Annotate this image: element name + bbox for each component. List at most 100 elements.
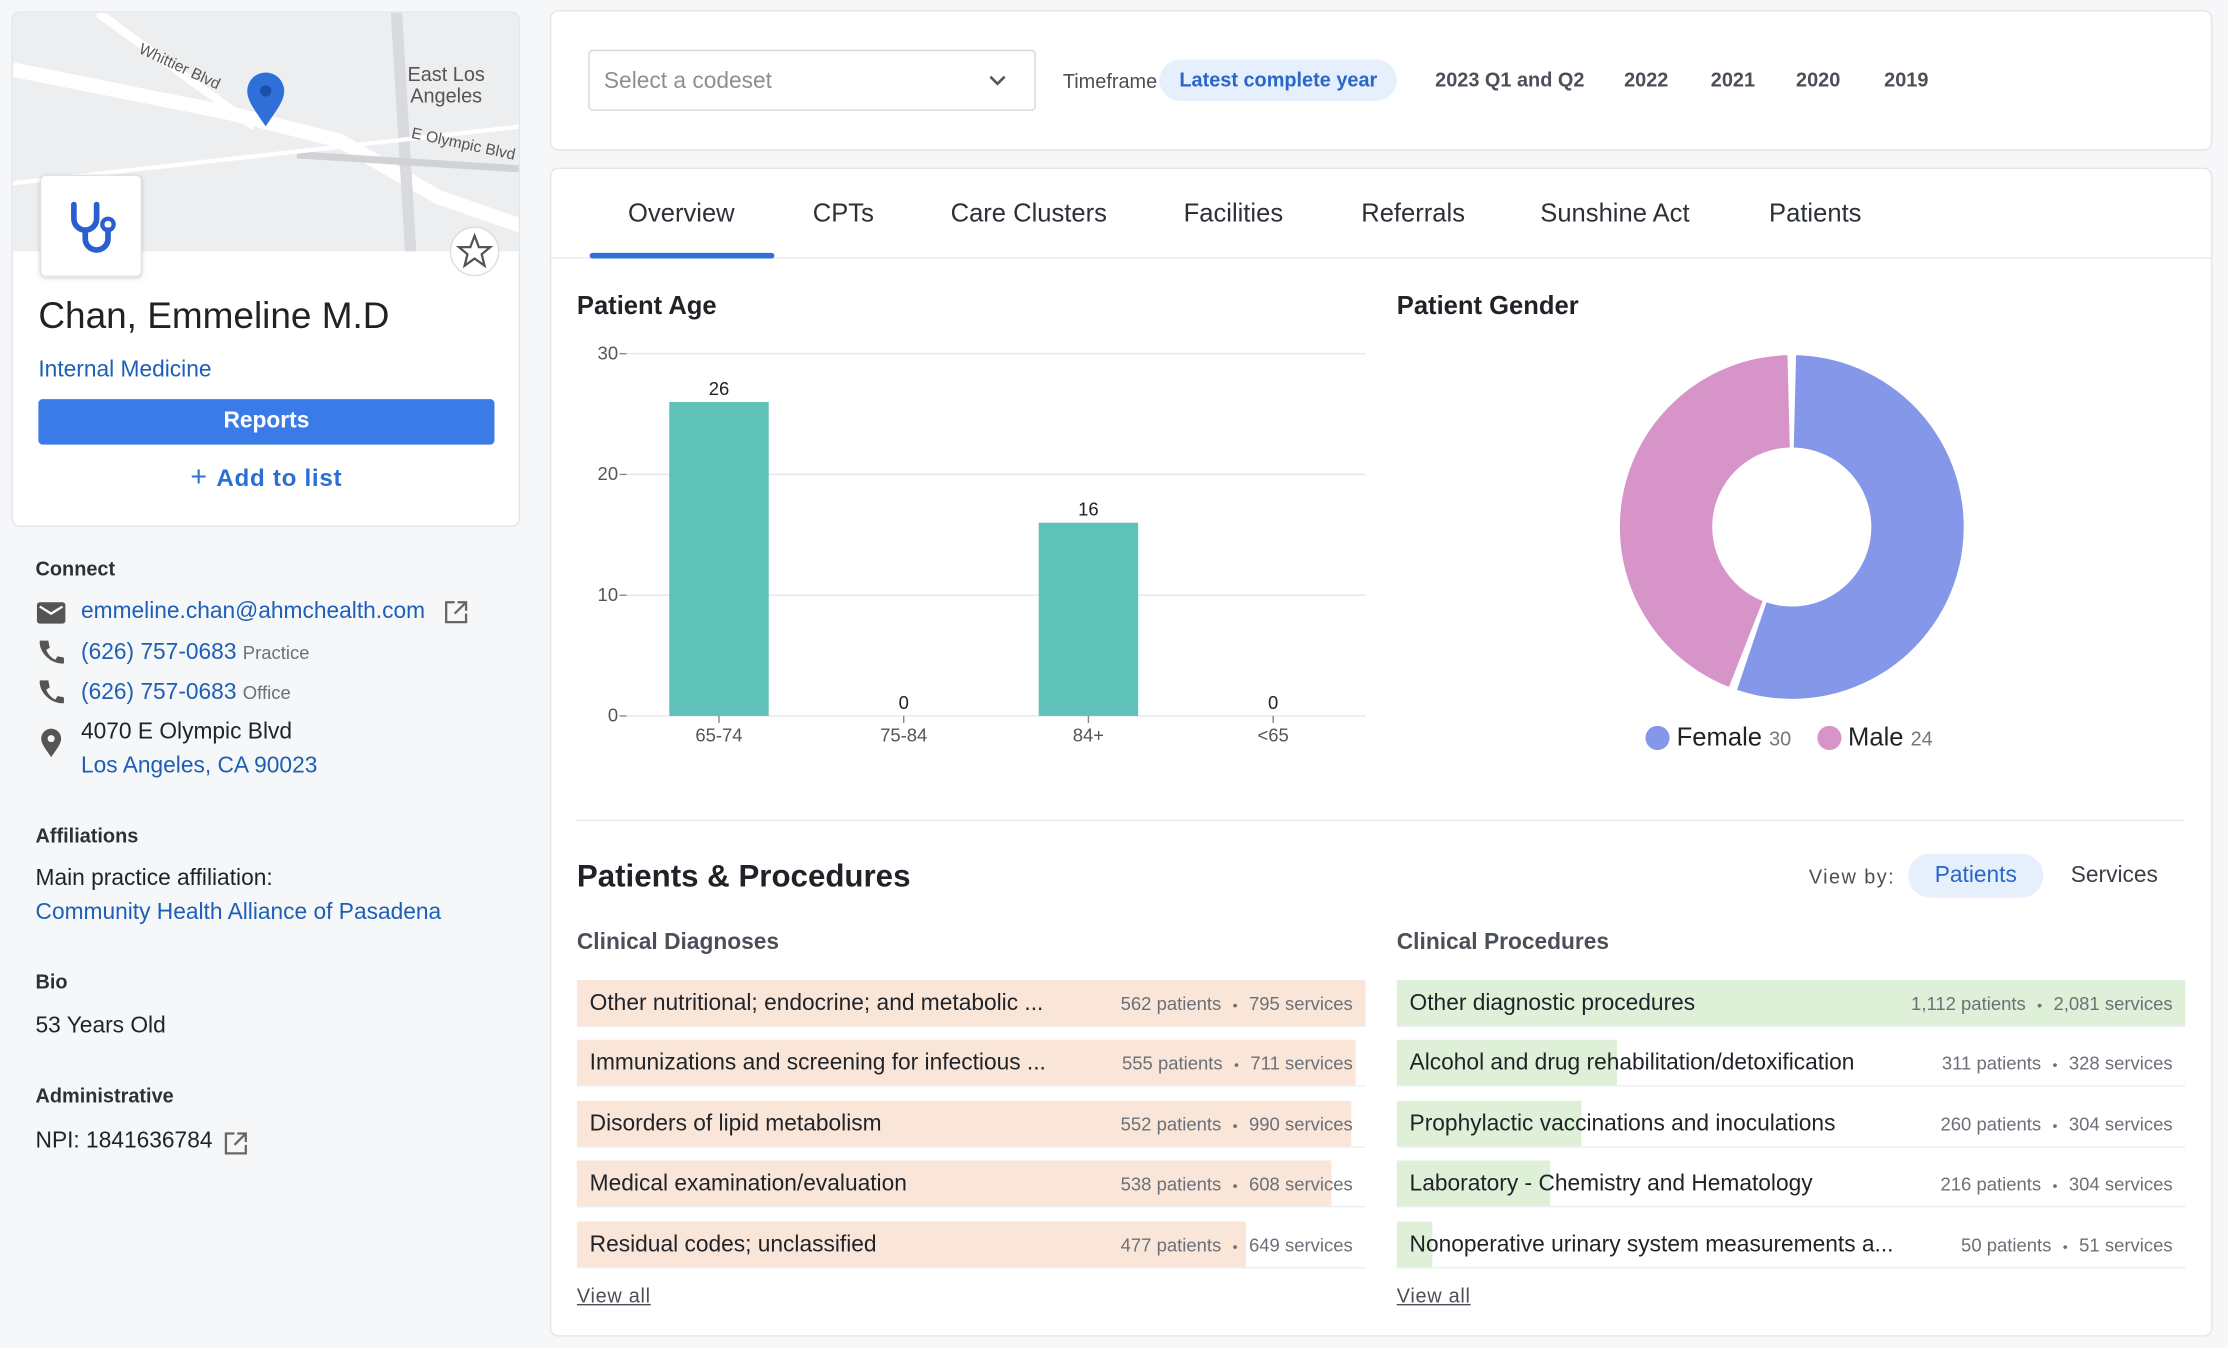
phone-icon xyxy=(39,640,64,664)
list-row[interactable]: Prophylactic vaccinations and inoculatio… xyxy=(1396,1100,2186,1148)
bar xyxy=(1038,522,1139,716)
services-count: 304 services xyxy=(2068,1113,2173,1135)
list-row[interactable]: Other diagnostic procedures 1,112 patient… xyxy=(1396,980,2186,1027)
view-all-link[interactable]: View all xyxy=(576,1284,651,1307)
list-row[interactable]: Nonoperative urinary system measurements… xyxy=(1396,1221,2186,1268)
services-count: 2,081 services xyxy=(2053,992,2173,1015)
patients-count: 538 patients xyxy=(1120,1173,1222,1195)
gender-chart xyxy=(1619,355,1964,699)
add-to-list[interactable]: + Add to list xyxy=(190,461,343,493)
email-icon xyxy=(36,602,66,624)
timeframe-label: Timeframe xyxy=(1062,69,1158,93)
row-label: Immunizations and screening for infectio… xyxy=(589,1051,1046,1076)
row-label: Residual codes; unclassified xyxy=(589,1232,877,1257)
phone: (626) 757-0683 Practice xyxy=(81,641,310,667)
phone-number[interactable]: (626) 757-0683 xyxy=(80,680,237,705)
phone-number[interactable]: (626) 757-0683 xyxy=(80,640,237,665)
patients-count: 562 patients xyxy=(1120,992,1222,1015)
timeframe-option[interactable]: Latest complete year xyxy=(1159,59,1398,101)
separator: • xyxy=(1232,1119,1238,1135)
specialty[interactable]: Internal Medicine xyxy=(38,357,212,383)
proportion-bar xyxy=(1396,1160,1550,1207)
x-tick-label: 84+ xyxy=(1073,724,1104,745)
legend-label: Male xyxy=(1848,723,1904,752)
tab[interactable]: Patients xyxy=(1769,198,1862,228)
reports-button[interactable]: Reports xyxy=(38,399,495,445)
patients-count: 216 patients xyxy=(1940,1173,2042,1195)
separator: • xyxy=(1232,998,1238,1015)
y-tick-label: 20 xyxy=(598,463,619,484)
tab[interactable]: Overview xyxy=(628,198,735,228)
row-label: Other nutritional; endocrine; and metabo… xyxy=(589,991,1044,1016)
profile-card: Whittier Blvd East Los Angeles E Olympic… xyxy=(11,11,521,527)
address-line[interactable]: Los Angeles, CA 90023 xyxy=(80,754,318,779)
tab[interactable]: Care Clusters xyxy=(950,198,1107,228)
row-label: Alcohol and drug rehabilitation/detoxifi… xyxy=(1409,1051,1855,1076)
services-count: 990 services xyxy=(1249,1113,1353,1135)
favorite-button[interactable] xyxy=(449,226,500,277)
list-row[interactable]: Other nutritional; endocrine; and metabo… xyxy=(576,980,1366,1027)
list-row[interactable]: Disorders of lipid metabolism 552 patient… xyxy=(576,1100,1366,1148)
legend-value: 30 xyxy=(1769,726,1792,750)
row-label: Medical examination/evaluation xyxy=(589,1172,907,1197)
value-label: 16 xyxy=(1078,499,1099,520)
timeframe-option[interactable]: 2022 xyxy=(1624,68,1669,91)
row-counts: 555 patients • 711 services xyxy=(1122,1053,1353,1074)
list-row[interactable]: Laboratory - Chemistry and Hematology 216… xyxy=(1396,1160,2186,1208)
proportion-bar xyxy=(576,1100,1352,1147)
timeframe-option[interactable]: 2021 xyxy=(1710,68,1756,91)
chart-title: Patient Age xyxy=(576,291,717,320)
view-all-link[interactable]: View all xyxy=(1396,1284,1471,1307)
chart-title: Patient Gender xyxy=(1396,291,1579,320)
tab[interactable]: Sunshine Act xyxy=(1540,198,1690,228)
services-count: 649 services xyxy=(1249,1233,1353,1256)
row-label: Disorders of lipid metabolism xyxy=(589,1111,882,1137)
patients-count: 552 patients xyxy=(1120,1113,1222,1135)
view-by-option[interactable]: Patients xyxy=(1908,853,2044,898)
tab[interactable]: Facilities xyxy=(1183,198,1284,228)
tab[interactable]: CPTs xyxy=(812,198,874,228)
proportion-bar xyxy=(1396,1100,1582,1147)
provider-name: Chan, Emmeline M.D xyxy=(38,294,390,337)
external-link-icon[interactable] xyxy=(443,599,469,625)
list-row[interactable]: Residual codes; unclassified 477 patients… xyxy=(576,1221,1366,1268)
separator: • xyxy=(2062,1239,2068,1256)
legend-label: Female xyxy=(1676,723,1762,752)
legend-value: 24 xyxy=(1910,726,1933,750)
stethoscope-icon xyxy=(71,201,116,253)
legend-item[interactable]: Male 24 xyxy=(1816,723,1933,753)
affiliation[interactable]: Community Health Alliance of Pasadena xyxy=(35,900,442,925)
bar xyxy=(669,401,769,716)
active-tab-indicator xyxy=(589,252,775,259)
timeframe-option[interactable]: 2023 Q1 and Q2 xyxy=(1435,68,1585,91)
list-row[interactable]: Alcohol and drug rehabilitation/detoxifi… xyxy=(1396,1040,2186,1088)
proportion-bar xyxy=(1396,1040,1618,1086)
add-to-list-label: Add to list xyxy=(216,464,343,492)
separator: • xyxy=(2052,1119,2058,1135)
main-card: Patient Age Patient Gender 0 10 20 30 26 65-7… xyxy=(549,167,2213,1337)
y-tick-label: 30 xyxy=(598,342,619,363)
email[interactable]: emmeline.chan@ahmchealth.com xyxy=(80,599,426,624)
view-by-option[interactable]: Services xyxy=(2070,863,2158,888)
proportion-bar xyxy=(576,1160,1332,1207)
row-counts: 1,112 patients • 2,081 services xyxy=(1911,993,2173,1014)
y-tick-label: 10 xyxy=(598,584,619,605)
map-label: East Los Angeles xyxy=(407,63,485,107)
phone-icon xyxy=(39,680,64,704)
view-by-label: View by: xyxy=(1808,865,1896,888)
list-row[interactable]: Immunizations and screening for infectio… xyxy=(576,1040,1366,1088)
legend-item[interactable]: Female 30 xyxy=(1645,723,1791,753)
proportion-bar xyxy=(576,1040,1356,1086)
external-link-icon[interactable] xyxy=(223,1131,249,1157)
list-row[interactable]: Medical examination/evaluation 538 patien… xyxy=(576,1160,1366,1208)
donut-slice xyxy=(1619,355,1790,687)
patients-count: 260 patients xyxy=(1940,1113,2042,1135)
timeframe-option[interactable]: 2020 xyxy=(1796,68,1841,91)
separator: • xyxy=(1234,1058,1240,1075)
timeframe-option[interactable]: 2019 xyxy=(1884,68,1929,91)
chevron-icon xyxy=(989,75,1006,86)
tab[interactable]: Referrals xyxy=(1361,198,1466,228)
codeset-select[interactable]: Select a codeset xyxy=(588,49,1036,111)
